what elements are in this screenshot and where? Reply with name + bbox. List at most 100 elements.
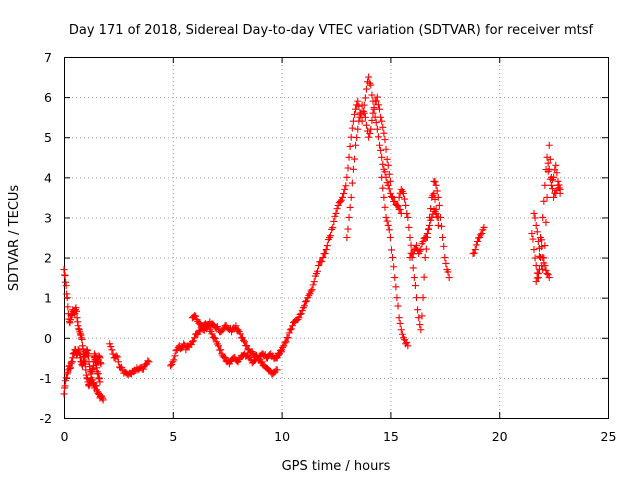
data-point xyxy=(553,169,561,177)
data-point xyxy=(281,339,289,347)
data-point xyxy=(114,358,122,366)
data-point xyxy=(333,205,341,213)
y-tick-label: 4 xyxy=(44,170,52,185)
data-point xyxy=(385,226,393,234)
data-point xyxy=(372,97,380,105)
data-point xyxy=(274,351,282,359)
data-point xyxy=(350,110,358,118)
data-point xyxy=(273,366,281,374)
data-point xyxy=(340,190,348,198)
data-point xyxy=(349,165,357,173)
data-point xyxy=(96,378,104,386)
data-point xyxy=(78,335,86,343)
data-point xyxy=(367,81,375,89)
data-point xyxy=(368,91,376,99)
data-point xyxy=(217,346,225,354)
data-point xyxy=(439,234,447,241)
x-tick-label: 5 xyxy=(169,429,177,444)
data-point xyxy=(404,342,412,350)
data-point xyxy=(539,213,547,221)
data-point xyxy=(433,187,441,195)
data-point xyxy=(62,282,70,290)
data-point xyxy=(387,246,395,254)
data-point xyxy=(209,320,217,328)
data-point xyxy=(552,161,560,169)
data-point xyxy=(97,360,105,368)
data-point xyxy=(534,270,542,278)
data-point xyxy=(406,234,414,241)
data-point xyxy=(336,197,344,205)
data-point xyxy=(547,181,555,189)
data-point xyxy=(373,125,381,133)
data-point xyxy=(61,272,69,280)
data-point xyxy=(286,326,294,334)
x-tick-label: 0 xyxy=(61,429,69,444)
y-tick-label: -2 xyxy=(40,411,52,426)
data-point xyxy=(545,274,553,282)
data-point xyxy=(60,390,68,398)
data-point xyxy=(376,105,384,113)
data-point xyxy=(367,125,375,133)
data-point xyxy=(344,164,352,172)
data-point xyxy=(345,213,353,221)
data-point xyxy=(365,133,373,141)
data-point xyxy=(192,312,200,320)
data-point xyxy=(424,225,432,233)
data-point xyxy=(402,201,410,209)
data-point xyxy=(235,355,243,363)
y-tick-label: -1 xyxy=(40,371,52,386)
data-point xyxy=(540,197,548,205)
data-point xyxy=(321,250,329,258)
data-point xyxy=(279,343,287,351)
chart-title: Day 171 of 2018, Sidereal Day-to-day VTE… xyxy=(69,23,594,38)
data-point xyxy=(395,314,403,322)
data-point xyxy=(444,268,452,276)
data-point xyxy=(287,325,295,333)
data-point xyxy=(353,134,361,142)
data-point xyxy=(399,189,407,197)
data-point xyxy=(414,306,422,314)
data-point xyxy=(528,229,536,237)
data-point xyxy=(478,229,486,237)
data-point xyxy=(189,337,197,345)
data-point xyxy=(392,283,400,291)
data-point xyxy=(315,262,323,270)
data-point xyxy=(426,221,434,229)
data-point xyxy=(330,217,338,225)
data-point xyxy=(471,246,479,254)
data-point xyxy=(144,357,152,365)
y-tick-label: 3 xyxy=(44,210,52,225)
y-tick-label: 2 xyxy=(44,251,52,266)
data-point xyxy=(361,113,369,121)
data-point xyxy=(543,270,551,278)
data-point xyxy=(380,193,388,201)
data-point xyxy=(434,193,442,201)
data-point xyxy=(390,263,398,271)
data-point xyxy=(533,228,541,236)
data-point xyxy=(389,193,397,201)
x-tick-label: 20 xyxy=(492,429,508,444)
data-point xyxy=(544,167,552,175)
data-point xyxy=(410,246,418,254)
data-point xyxy=(387,192,395,200)
data-point xyxy=(549,185,557,193)
data-point xyxy=(398,330,406,338)
data-point xyxy=(322,246,330,254)
data-point xyxy=(411,282,419,290)
x-axis-label: GPS time / hours xyxy=(282,459,391,474)
data-point xyxy=(404,213,412,221)
data-point xyxy=(343,173,351,181)
data-point xyxy=(354,97,362,105)
data-point xyxy=(393,294,401,302)
data-point xyxy=(394,302,402,310)
data-point xyxy=(107,343,115,351)
data-point xyxy=(285,329,293,337)
data-point xyxy=(352,105,360,113)
data-point xyxy=(383,155,391,163)
data-point xyxy=(331,212,339,220)
data-point xyxy=(416,247,424,255)
data-point xyxy=(436,213,444,221)
data-point xyxy=(396,206,404,214)
data-point xyxy=(280,342,288,350)
data-point xyxy=(383,217,391,225)
